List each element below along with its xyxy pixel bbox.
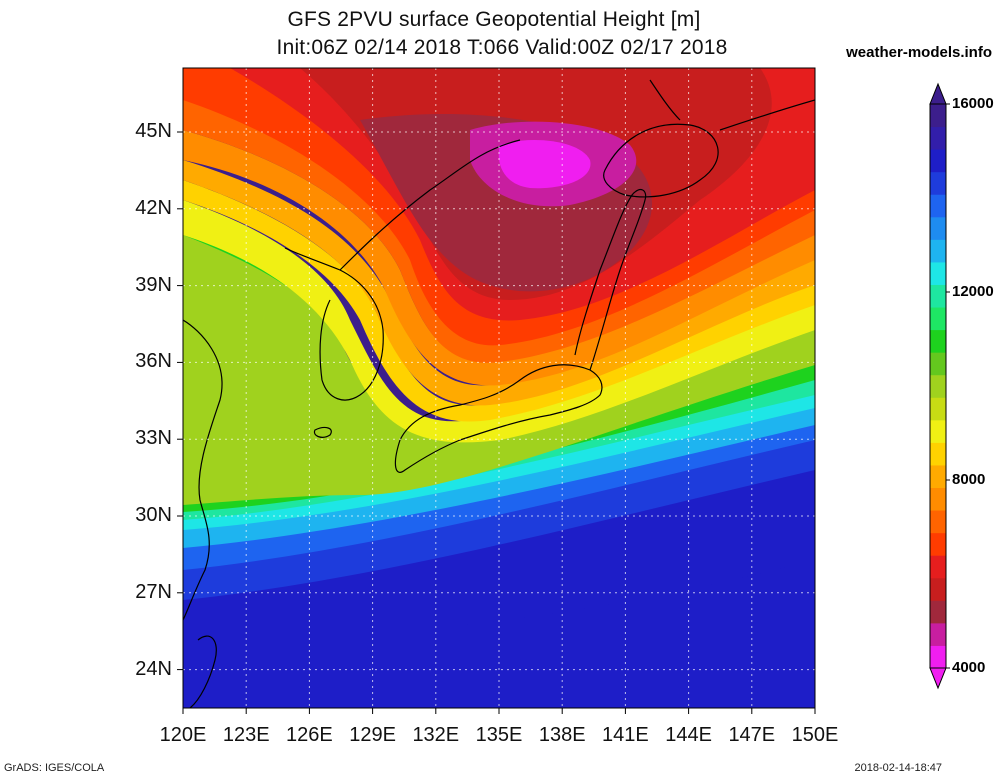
geopotential-field [183, 68, 815, 708]
lon-label: 126E [286, 724, 333, 746]
colorbar-label: 16000 [952, 95, 994, 112]
colorbar [929, 82, 950, 690]
colorbar-segment [930, 487, 946, 511]
brand-label: weather-models.info [846, 44, 992, 61]
colorbar-segment [930, 261, 946, 285]
colorbar-segment [930, 307, 946, 331]
chart-title: GFS 2PVU surface Geopotential Height [m] [287, 8, 701, 31]
colorbar-segment [930, 645, 946, 669]
lon-label: 138E [538, 724, 586, 746]
lon-label: 150E [791, 724, 839, 746]
lon-label: 144E [665, 724, 712, 746]
colorbar-label: 4000 [952, 659, 986, 676]
colorbar-segment [930, 126, 946, 150]
lon-label: 129E [349, 724, 396, 746]
colorbar-segment [930, 171, 946, 195]
colorbar-label: 12000 [952, 283, 994, 300]
axis-ticks [177, 131, 816, 714]
lat-label: 24N [135, 657, 172, 680]
lon-label: 132E [412, 724, 460, 746]
colorbar-segment [930, 622, 946, 646]
lat-label: 36N [135, 350, 172, 373]
colorbar-segment [930, 352, 946, 376]
lon-label: 120E [159, 724, 207, 746]
colorbar-segment [930, 104, 946, 128]
colorbar-segment [930, 510, 946, 534]
lat-label: 33N [135, 427, 172, 450]
lat-label: 39N [135, 273, 172, 296]
colorbar-label: 8000 [952, 471, 986, 488]
colorbar-segment [930, 555, 946, 579]
lon-label: 123E [222, 724, 270, 746]
footer-right: 2018-02-14-18:47 [854, 762, 942, 774]
colorbar-segment [930, 194, 946, 218]
colorbar-segment [930, 284, 946, 308]
colorbar-segment [930, 442, 946, 466]
lat-label: 27N [135, 580, 172, 603]
colorbar-frame [929, 103, 947, 669]
colorbar-segment [930, 149, 946, 173]
colorbar-segment [930, 464, 946, 489]
lon-label: 135E [475, 724, 523, 746]
colorbar-segment [930, 577, 946, 601]
chart-subtitle: Init:06Z 02/14 2018 T:066 Valid:00Z 02/1… [276, 36, 728, 59]
coastlines [183, 79, 815, 708]
lon-label: 141E [602, 724, 649, 746]
footer-left: GrADS: IGES/COLA [4, 762, 105, 774]
colorbar-segment [930, 600, 946, 624]
colorbar-segment [930, 216, 946, 240]
colorbar-min-arrow [929, 667, 947, 690]
colorbar-segment [930, 329, 946, 353]
colorbar-segment [930, 419, 946, 443]
colorbar-max-arrow [929, 82, 947, 105]
lat-label: 42N [135, 196, 172, 219]
colorbar-segment [930, 532, 946, 556]
lat-label: 45N [135, 120, 172, 142]
colorbar-segment [930, 374, 946, 398]
colorbar-segment [930, 239, 946, 263]
colorbar-segment [930, 397, 946, 421]
lat-label: 30N [135, 504, 172, 526]
lon-label: 147E [728, 724, 776, 746]
